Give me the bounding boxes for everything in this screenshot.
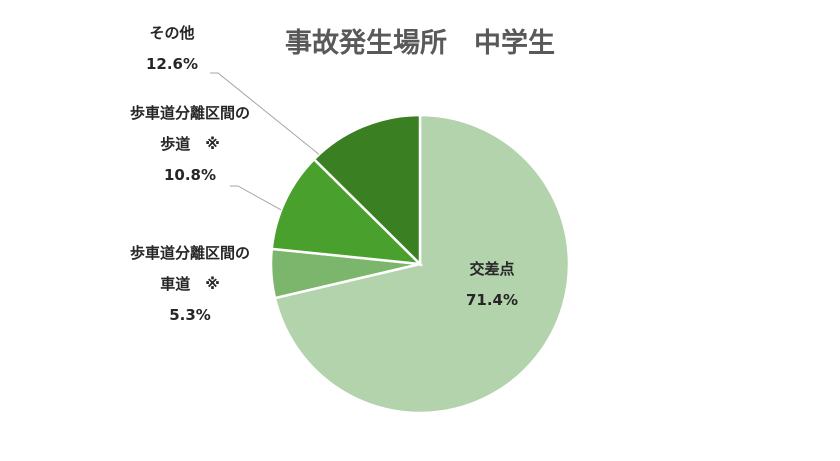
slice-category-label: 歩車道分離区間の [130,244,250,262]
chart-title: 事故発生場所 中学生 [285,27,555,59]
leader-line [210,72,320,155]
slice-value-label: 12.6% [146,55,198,73]
pie-slice [273,113,571,415]
pie-slice [270,157,424,266]
slice-value-label: 5.3% [169,306,211,324]
leader-line [230,185,282,211]
pie-slice [312,113,422,267]
slice-category-label: その他 [149,24,194,42]
slice-category-label: 車道 ※ [160,275,220,293]
slice-category-label: 歩車道分離区間の [130,104,250,122]
slice-value-label: 10.8% [164,166,216,184]
slice-value-label: 71.4% [466,291,518,309]
leader-lines [210,72,320,211]
slice-category-label: 交差点 [469,260,514,278]
slice-category-label: 歩道 ※ [160,135,220,153]
pie-slices [269,113,571,415]
